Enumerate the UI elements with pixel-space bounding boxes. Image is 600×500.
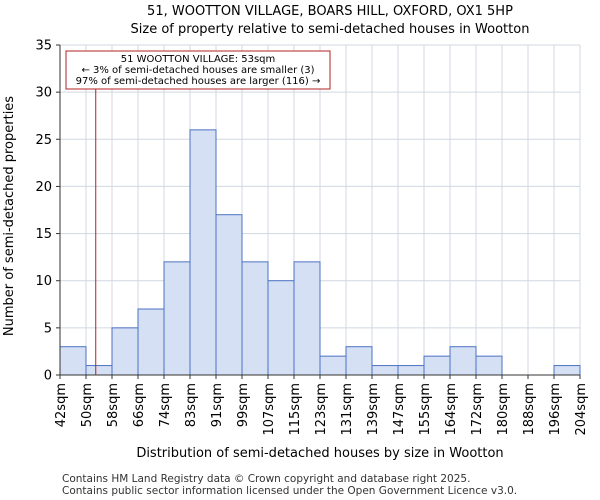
histogram-bar — [189, 129, 217, 376]
x-tick-label: 139sqm — [366, 383, 381, 436]
histogram-bar — [241, 261, 269, 376]
x-tick-label: 66sqm — [132, 383, 147, 427]
x-tick-label: 123sqm — [314, 383, 329, 436]
x-tick-labels: 42sqm 50sqm 58sqm 66sqm 74sqm 83sqm 91sqm 99sqm… — [54, 383, 589, 436]
y-tick-labels: 0 5 10 15 20 25 30 35 — [35, 39, 52, 384]
x-tick-label: 147sqm — [392, 383, 407, 436]
histogram-bar — [137, 308, 165, 376]
annotation-box: 51 WOOTTON VILLAGE: 53sqm ← 3% of semi-d… — [65, 50, 331, 90]
histogram-bar — [215, 214, 243, 376]
x-tick-label: 196sqm — [548, 383, 563, 436]
x-tick-label: 74sqm — [158, 383, 173, 427]
x-tick-label: 42sqm — [54, 383, 69, 427]
bars — [59, 129, 581, 376]
y-tick-label: 35 — [35, 39, 52, 54]
histogram-bar — [85, 365, 113, 376]
annotation-line-3: 97% of semi-detached houses are larger (… — [76, 76, 321, 87]
histogram-bar — [319, 355, 347, 376]
histogram-bar — [163, 261, 191, 376]
histogram-bar — [553, 365, 581, 376]
x-axis-label: Distribution of semi-detached houses by … — [136, 446, 503, 461]
y-tick-label: 20 — [35, 180, 52, 195]
histogram-bar — [397, 365, 425, 376]
y-tick-label: 0 — [44, 369, 52, 384]
y-tick-label: 25 — [35, 133, 52, 148]
annotation-frame — [65, 50, 331, 90]
histogram-bar — [449, 346, 477, 376]
x-tick-label: 107sqm — [262, 383, 277, 436]
x-tick-label: 58sqm — [106, 383, 121, 427]
annotation-line-1: 51 WOOTTON VILLAGE: 53sqm — [121, 54, 276, 65]
x-tick-label: 172sqm — [470, 383, 485, 436]
histogram-chart: 51, WOOTTON VILLAGE, BOARS HILL, OXFORD,… — [2, 4, 589, 461]
x-tick-label: 83sqm — [184, 383, 199, 427]
x-tick-label: 131sqm — [340, 383, 355, 436]
y-axis-label: Number of semi-detached properties — [2, 96, 17, 336]
x-tick-label: 204sqm — [574, 383, 589, 436]
histogram-bar — [267, 280, 295, 376]
histogram-bar — [59, 346, 87, 376]
x-tick-label: 115sqm — [288, 383, 303, 436]
histogram-bar — [423, 355, 451, 376]
y-tick-label: 15 — [35, 227, 52, 242]
chart-title: 51, WOOTTON VILLAGE, BOARS HILL, OXFORD,… — [147, 4, 513, 19]
y-tick-label: 5 — [44, 321, 52, 336]
x-tick-label: 155sqm — [418, 383, 433, 436]
footer-copyright: Contains HM Land Registry data © Crown c… — [62, 473, 471, 485]
y-tick-label: 10 — [35, 274, 52, 289]
histogram-bar — [293, 261, 321, 376]
x-tick-label: 180sqm — [496, 383, 511, 436]
chart-subtitle: Size of property relative to semi-detach… — [131, 22, 530, 37]
x-tick-label: 164sqm — [444, 383, 459, 436]
x-tick-label: 99sqm — [236, 383, 251, 427]
histogram-bar — [475, 355, 503, 376]
x-tick-label: 50sqm — [80, 383, 95, 427]
histogram-bar — [345, 346, 373, 376]
x-tick-label: 188sqm — [522, 383, 537, 436]
axes — [56, 44, 581, 379]
histogram-bar — [111, 327, 139, 376]
y-tick-label: 30 — [35, 86, 52, 101]
histogram-bar — [371, 365, 399, 376]
x-tick-label: 91sqm — [210, 383, 225, 427]
annotation-line-2: ← 3% of semi-detached houses are smaller… — [81, 65, 314, 76]
footer-licence: Contains public sector information licen… — [62, 485, 518, 497]
